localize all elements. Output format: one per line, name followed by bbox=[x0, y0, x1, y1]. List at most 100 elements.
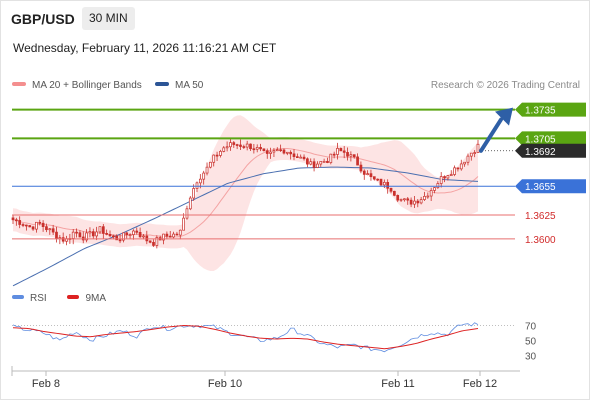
candle-body bbox=[195, 182, 199, 189]
candle-body bbox=[209, 161, 212, 168]
candle-body bbox=[449, 174, 453, 176]
candle-body bbox=[349, 154, 353, 157]
candle-body bbox=[71, 231, 75, 239]
candle-body bbox=[38, 221, 42, 224]
candle-body bbox=[185, 208, 189, 219]
candle-body bbox=[239, 144, 242, 147]
candle-body bbox=[88, 231, 92, 234]
candle-body bbox=[362, 170, 366, 175]
candle-body bbox=[28, 225, 32, 228]
candle-body bbox=[389, 187, 393, 192]
candle-body bbox=[453, 167, 456, 175]
symbol-label: GBP/USD bbox=[11, 11, 75, 27]
candle-body bbox=[342, 150, 346, 153]
candle-body bbox=[31, 226, 35, 230]
candle-body bbox=[192, 188, 196, 199]
candle-body bbox=[219, 151, 222, 156]
level-tag-1.3735 bbox=[515, 102, 586, 117]
ma20-swatch bbox=[12, 82, 26, 87]
candle-body bbox=[138, 231, 142, 238]
candle-body bbox=[78, 232, 82, 238]
current-price-label: 1.3692 bbox=[525, 147, 556, 158]
level-label-1.3600: 1.3600 bbox=[525, 235, 556, 246]
candle-body bbox=[446, 175, 450, 179]
candle-body bbox=[419, 199, 423, 204]
candle-body bbox=[172, 233, 175, 238]
candle-body bbox=[466, 155, 470, 163]
candle-body bbox=[75, 231, 78, 234]
candle-body bbox=[118, 239, 122, 242]
rsi-ma-swatch bbox=[67, 295, 80, 300]
x-tick-label-1: Feb 10 bbox=[208, 378, 242, 390]
candle-body bbox=[352, 154, 356, 158]
rsi-swatch bbox=[12, 295, 24, 300]
candle-body bbox=[292, 153, 296, 157]
candle-body bbox=[285, 151, 289, 154]
candle-body bbox=[282, 149, 286, 154]
candle-body bbox=[386, 182, 390, 189]
candle-body bbox=[429, 190, 433, 197]
candle-body bbox=[279, 149, 282, 152]
candle-body bbox=[112, 235, 115, 238]
candle-body bbox=[459, 163, 463, 170]
candle-body bbox=[275, 149, 279, 152]
candles bbox=[11, 138, 480, 249]
candle-body bbox=[11, 217, 15, 221]
level-tag-1.3655 bbox=[515, 179, 586, 194]
candle-body bbox=[222, 147, 226, 152]
x-tick-label-3: Feb 12 bbox=[463, 378, 497, 390]
timeframe-badge[interactable]: 30 MIN bbox=[82, 7, 135, 30]
credit-text: Research © 2026 Trading Central bbox=[430, 80, 580, 91]
candle-body bbox=[396, 194, 400, 201]
candle-body bbox=[225, 146, 229, 149]
candle-body bbox=[379, 178, 383, 186]
candle-body bbox=[35, 221, 38, 230]
candle-body bbox=[366, 173, 369, 176]
candle-body bbox=[14, 219, 18, 222]
candle-body bbox=[215, 154, 219, 157]
candle-body bbox=[162, 233, 165, 241]
candle-body bbox=[476, 143, 480, 153]
candle-body bbox=[259, 147, 262, 150]
candle-body bbox=[416, 200, 420, 204]
candle-body bbox=[21, 224, 25, 226]
current-price-tag bbox=[515, 143, 586, 158]
candle-body bbox=[265, 150, 269, 154]
legend-ma20: MA 20 + Bollinger Bands bbox=[12, 80, 142, 91]
candle-body bbox=[439, 176, 443, 184]
candle-body bbox=[433, 187, 436, 191]
candle-body bbox=[326, 160, 329, 163]
candle-body bbox=[188, 197, 192, 210]
candle-body bbox=[182, 217, 185, 231]
rsi-legend: RSI 9MA bbox=[12, 293, 106, 304]
candle-body bbox=[55, 231, 58, 239]
ma50-swatch bbox=[155, 82, 169, 87]
candle-body bbox=[456, 167, 460, 170]
candle-body bbox=[41, 222, 45, 227]
candle-body bbox=[413, 200, 416, 205]
candle-body bbox=[242, 146, 246, 148]
candle-body bbox=[165, 233, 169, 237]
candle-body bbox=[463, 161, 466, 165]
bollinger-band bbox=[13, 115, 478, 272]
legend-ma50: MA 50 bbox=[155, 80, 203, 91]
candle-body bbox=[469, 152, 473, 157]
ma20-legend-label: MA 20 + Bollinger Bands bbox=[32, 80, 142, 91]
candle-body bbox=[393, 190, 396, 196]
candle-body bbox=[473, 152, 477, 154]
candle-body bbox=[249, 143, 252, 150]
candle-body bbox=[155, 237, 159, 246]
rsi-legend-label: RSI bbox=[30, 293, 47, 304]
candle-body bbox=[115, 235, 119, 241]
candle-body bbox=[369, 173, 373, 177]
candle-body bbox=[436, 183, 440, 188]
candle-body bbox=[152, 241, 155, 246]
candle-body bbox=[51, 228, 55, 233]
candle-body bbox=[178, 229, 182, 236]
candle-body bbox=[128, 234, 132, 236]
rsi-level-label-70: 70 bbox=[525, 322, 537, 333]
candle-body bbox=[108, 234, 112, 237]
candle-body bbox=[372, 176, 376, 180]
candle-body bbox=[423, 196, 426, 200]
